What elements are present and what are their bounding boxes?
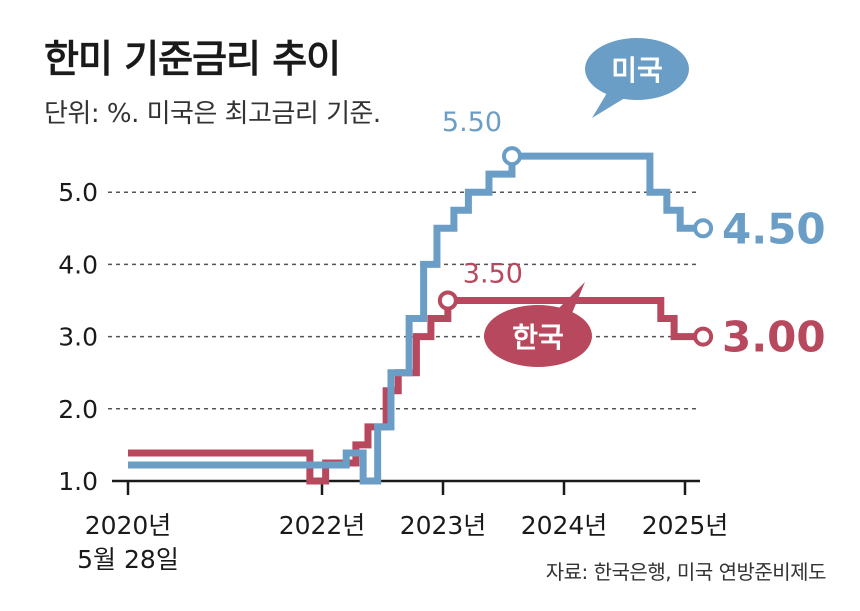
us-peak-marker: [501, 146, 522, 167]
x-tick-label: 2020년: [85, 511, 172, 540]
korea-peak-marker: [437, 290, 458, 311]
y-tick-label: 3.0: [58, 323, 98, 352]
source-note: 자료: 한국은행, 미국 연방준비제도: [545, 560, 827, 584]
us-end-value-label: 4.50: [722, 204, 826, 253]
us-end-marker: [693, 218, 714, 239]
chart-subtitle: 단위: %. 미국은 최고금리 기준.: [44, 99, 381, 129]
x-tick-label: 2025년: [642, 511, 729, 540]
chart-title: 한미 기준금리 추이: [44, 37, 341, 81]
y-tick-label: 2.0: [58, 395, 98, 424]
korea-bubble-label: 한국: [512, 321, 564, 354]
y-tick-label: 5.0: [58, 178, 98, 207]
us-rate-line: [128, 152, 698, 485]
x-tick-label: 2023년: [400, 511, 487, 540]
korea-bubble: [484, 305, 592, 367]
korea-end-value-label: 3.00: [722, 313, 826, 362]
korea-rate-line: [128, 297, 698, 485]
us-bubble-tail: [592, 88, 628, 118]
y-tick-label: 4.0: [58, 250, 98, 279]
x-tick-label: 2024년: [521, 511, 608, 540]
korea-peak-label: 3.50: [463, 259, 523, 290]
us-bubble-label: 미국: [611, 54, 663, 87]
y-tick-label: 1.0: [58, 467, 98, 496]
us-bubble: [585, 38, 689, 100]
korea-bubble-tail: [555, 282, 585, 318]
korea-end-marker: [693, 326, 714, 347]
us-peak-label: 5.50: [442, 107, 502, 138]
x-tick-sublabel: 5월 28일: [77, 545, 179, 574]
x-tick-label: 2022년: [279, 511, 366, 540]
